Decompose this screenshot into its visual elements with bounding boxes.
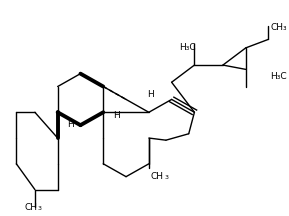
Text: 3: 3 [164,175,168,180]
Text: CH: CH [25,203,38,212]
Text: H: H [113,111,119,120]
Text: H: H [147,90,154,98]
Text: H: H [67,120,74,129]
Text: CH₃: CH₃ [270,23,287,32]
Text: 3: 3 [38,206,42,211]
Text: H₃C: H₃C [179,43,196,52]
Text: H₃C: H₃C [270,72,287,81]
Text: CH: CH [151,172,164,181]
